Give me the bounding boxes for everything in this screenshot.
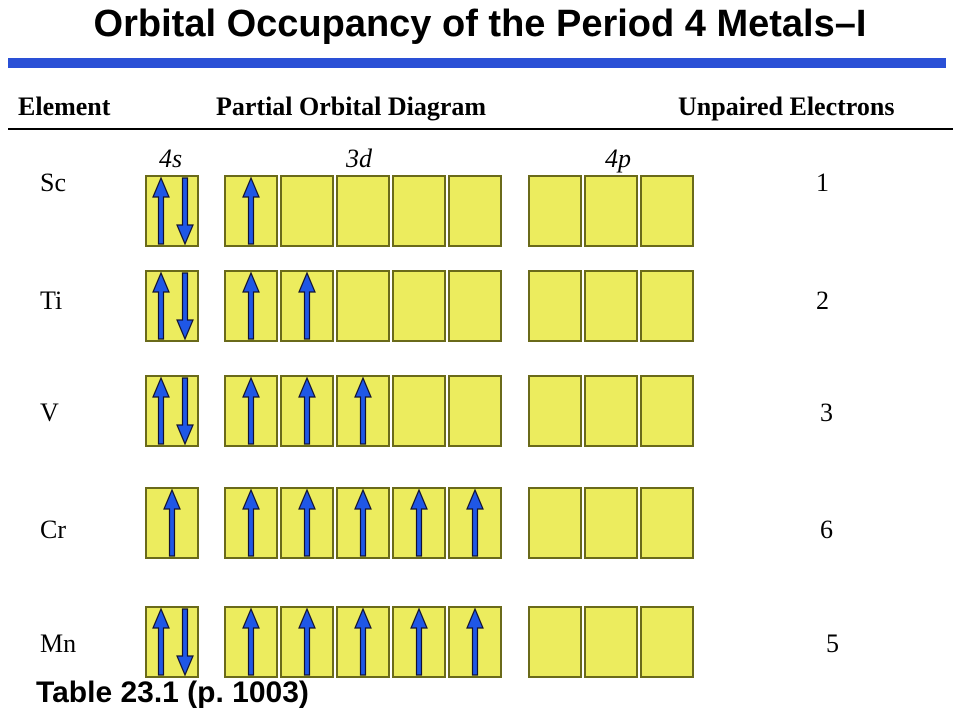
orbital-box-ti-d-4 [392,270,446,342]
orbital-box-cr-p-1 [528,487,582,559]
header-divider [8,128,953,130]
unpaired-count-ti: 2 [816,286,829,315]
orbital-box-ti-s-1 [145,270,199,342]
orbital-box-cr-d-1 [224,487,278,559]
orbital-box-v-p-3 [640,375,694,447]
orbital-box-mn-p-3 [640,606,694,678]
orbital-box-cr-d-2 [280,487,334,559]
spin-up-arrow-icon [152,176,170,245]
orbital-box-sc-s-1 [145,175,199,247]
orbital-box-sc-p-1 [528,175,582,247]
element-symbol-ti: Ti [40,286,63,315]
orbital-box-ti-d-3 [336,270,390,342]
spin-up-arrow-icon [242,376,260,445]
orbital-box-mn-p-1 [528,606,582,678]
spin-up-arrow-icon [163,488,181,557]
table-reference: Table 23.1 (p. 1003) [36,676,309,709]
title-underline-bar [8,58,946,68]
spin-up-arrow-icon [466,607,484,676]
orbital-box-mn-d-3 [336,606,390,678]
orbital-box-cr-d-4 [392,487,446,559]
header-partial-orbital-diagram: Partial Orbital Diagram [216,92,487,121]
orbital-box-ti-p-2 [584,270,638,342]
orbital-box-ti-d-2 [280,270,334,342]
orbital-box-sc-d-2 [280,175,334,247]
element-symbol-cr: Cr [40,515,66,544]
header-element: Element [18,92,111,121]
spin-down-arrow-icon [176,272,194,341]
orbital-box-cr-p-2 [584,487,638,559]
orbital-box-mn-p-2 [584,606,638,678]
subshell-label-4p: 4p [605,144,631,173]
subshell-label-4s: 4s [159,144,183,173]
spin-up-arrow-icon [298,271,316,340]
orbital-box-sc-d-1 [224,175,278,247]
orbital-box-cr-p-3 [640,487,694,559]
spin-up-arrow-icon [152,607,170,676]
orbital-box-v-d-3 [336,375,390,447]
unpaired-count-sc: 1 [816,168,829,197]
unpaired-count-v: 3 [820,398,833,427]
header-unpaired-electrons: Unpaired Electrons [678,92,895,121]
orbital-box-mn-d-5 [448,606,502,678]
spin-up-arrow-icon [410,488,428,557]
spin-up-arrow-icon [242,176,260,245]
orbital-box-ti-d-1 [224,270,278,342]
element-symbol-v: V [40,398,59,427]
spin-up-arrow-icon [354,376,372,445]
orbital-box-sc-p-3 [640,175,694,247]
spin-up-arrow-icon [152,271,170,340]
orbital-box-mn-d-2 [280,606,334,678]
orbital-box-v-d-1 [224,375,278,447]
spin-up-arrow-icon [410,607,428,676]
orbital-box-v-p-2 [584,375,638,447]
spin-up-arrow-icon [298,488,316,557]
spin-up-arrow-icon [354,488,372,557]
spin-up-arrow-icon [298,376,316,445]
orbital-box-cr-s-1 [145,487,199,559]
element-symbol-mn: Mn [40,629,77,658]
orbital-box-sc-d-5 [448,175,502,247]
orbital-box-v-d-5 [448,375,502,447]
spin-up-arrow-icon [242,607,260,676]
orbital-box-v-d-4 [392,375,446,447]
unpaired-count-mn: 5 [826,629,839,658]
spin-up-arrow-icon [298,607,316,676]
spin-up-arrow-icon [242,271,260,340]
spin-up-arrow-icon [354,607,372,676]
element-symbol-sc: Sc [40,168,66,197]
spin-up-arrow-icon [242,488,260,557]
orbital-box-ti-p-3 [640,270,694,342]
orbital-box-v-s-1 [145,375,199,447]
unpaired-count-cr: 6 [820,515,833,544]
orbital-box-sc-d-3 [336,175,390,247]
spin-down-arrow-icon [176,177,194,246]
spin-down-arrow-icon [176,377,194,446]
orbital-box-mn-s-1 [145,606,199,678]
subshell-label-3d: 3d [346,144,372,173]
orbital-box-sc-p-2 [584,175,638,247]
orbital-box-cr-d-5 [448,487,502,559]
orbital-box-mn-d-4 [392,606,446,678]
spin-up-arrow-icon [466,488,484,557]
spin-down-arrow-icon [176,608,194,677]
orbital-box-v-p-1 [528,375,582,447]
orbital-box-ti-d-5 [448,270,502,342]
slide-title: Orbital Occupancy of the Period 4 Metals… [93,3,867,45]
orbital-box-ti-p-1 [528,270,582,342]
orbital-box-cr-d-3 [336,487,390,559]
orbital-box-v-d-2 [280,375,334,447]
spin-up-arrow-icon [152,376,170,445]
orbital-box-sc-d-4 [392,175,446,247]
orbital-box-mn-d-1 [224,606,278,678]
